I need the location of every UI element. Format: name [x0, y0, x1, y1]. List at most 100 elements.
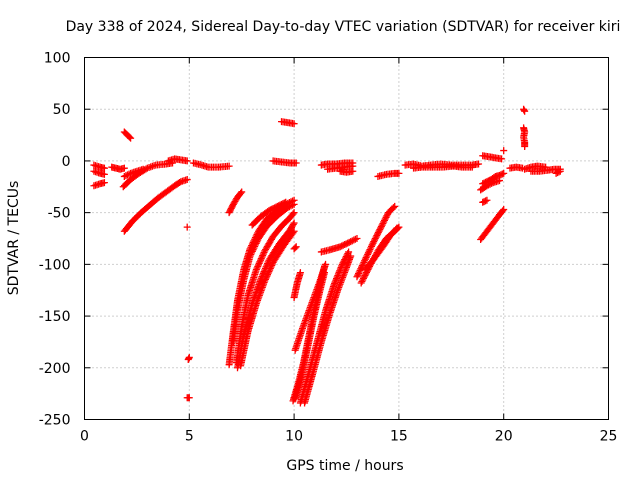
data-point — [289, 220, 297, 228]
data-point — [365, 247, 373, 255]
data-point — [364, 250, 372, 258]
data-point — [555, 168, 563, 176]
data-point — [347, 252, 355, 260]
data-point — [500, 206, 508, 214]
data-point — [395, 169, 403, 177]
data-point — [266, 266, 274, 274]
data-point — [183, 157, 191, 165]
data-point — [185, 353, 193, 361]
data-point — [367, 244, 375, 252]
data-point — [367, 242, 375, 250]
data-point — [498, 170, 506, 178]
data-point — [349, 167, 357, 175]
data-point — [372, 233, 380, 241]
data-point — [351, 235, 359, 243]
data-point — [265, 268, 273, 276]
data-point — [338, 242, 346, 250]
y-tick-label: 100 — [44, 51, 71, 67]
y-axis-title: SDTVAR / TECUs — [6, 181, 22, 296]
data-point — [374, 230, 382, 238]
data-point — [360, 258, 368, 266]
data-point — [368, 241, 376, 249]
data-point — [382, 213, 390, 221]
data-point — [521, 107, 529, 115]
data-point — [358, 263, 366, 271]
data-point — [123, 171, 131, 179]
data-point — [251, 242, 259, 250]
data-point — [100, 179, 108, 187]
data-point — [292, 243, 300, 251]
data-point — [364, 249, 372, 257]
data-point — [248, 249, 256, 257]
grid-lines — [84, 57, 609, 420]
data-point — [350, 236, 358, 244]
data-point — [259, 250, 267, 258]
data-point — [360, 273, 368, 281]
data-point — [355, 268, 363, 276]
plot-frame — [84, 57, 609, 420]
data-point — [252, 266, 260, 274]
data-point — [374, 229, 382, 237]
data-point — [262, 274, 270, 282]
data-point — [366, 246, 374, 254]
data-point — [261, 277, 269, 285]
data-point — [383, 212, 391, 220]
data-point — [264, 269, 272, 277]
data-point — [347, 238, 355, 246]
chart-title: Day 338 of 2024, Sidereal Day-to-day VTE… — [66, 19, 621, 35]
data-point — [248, 247, 256, 255]
data-point — [355, 270, 363, 278]
data-point — [100, 170, 108, 178]
data-point — [253, 238, 261, 246]
data-point — [268, 261, 276, 269]
data-point — [378, 221, 386, 229]
y-tick-label: -200 — [39, 361, 71, 377]
data-point — [377, 224, 385, 232]
data-point — [336, 243, 344, 251]
data-point — [284, 203, 292, 211]
data-point — [475, 160, 483, 168]
data-point — [498, 155, 506, 163]
data-point — [261, 275, 269, 283]
data-point — [380, 216, 388, 224]
data-point — [296, 269, 304, 277]
y-tick-label: -150 — [39, 309, 71, 325]
data-point — [370, 238, 378, 246]
data-point — [120, 172, 128, 180]
data-point — [254, 261, 262, 269]
data-point — [282, 198, 290, 206]
data-point — [389, 204, 397, 212]
data-point — [247, 250, 255, 258]
data-point — [483, 196, 491, 204]
data-point — [120, 164, 128, 172]
data-point — [357, 279, 365, 287]
y-tick-label: -50 — [48, 206, 71, 222]
data-point — [183, 223, 191, 231]
x-tick-label: 5 — [185, 429, 194, 445]
data-point — [125, 170, 133, 178]
data-point — [291, 244, 299, 252]
data-point — [185, 394, 193, 402]
data-point — [280, 199, 288, 207]
data-point — [290, 219, 298, 227]
data-point — [287, 202, 295, 210]
x-tick-label: 15 — [390, 429, 408, 445]
data-point — [358, 277, 366, 285]
data-point — [290, 120, 298, 128]
data-point — [257, 256, 265, 264]
data-point — [257, 255, 265, 263]
y-tick-label: 50 — [53, 102, 71, 118]
data-point — [237, 189, 245, 197]
data-point — [375, 227, 383, 235]
data-point — [362, 254, 370, 262]
data-point — [353, 235, 361, 242]
data-point — [363, 252, 371, 260]
x-tick-label: 0 — [80, 429, 89, 445]
data-point — [289, 201, 297, 209]
data-point — [285, 203, 293, 211]
data-point — [354, 271, 362, 279]
data-point — [499, 207, 507, 215]
data-point — [258, 253, 266, 261]
data-point — [391, 202, 399, 210]
data-point — [249, 246, 257, 254]
